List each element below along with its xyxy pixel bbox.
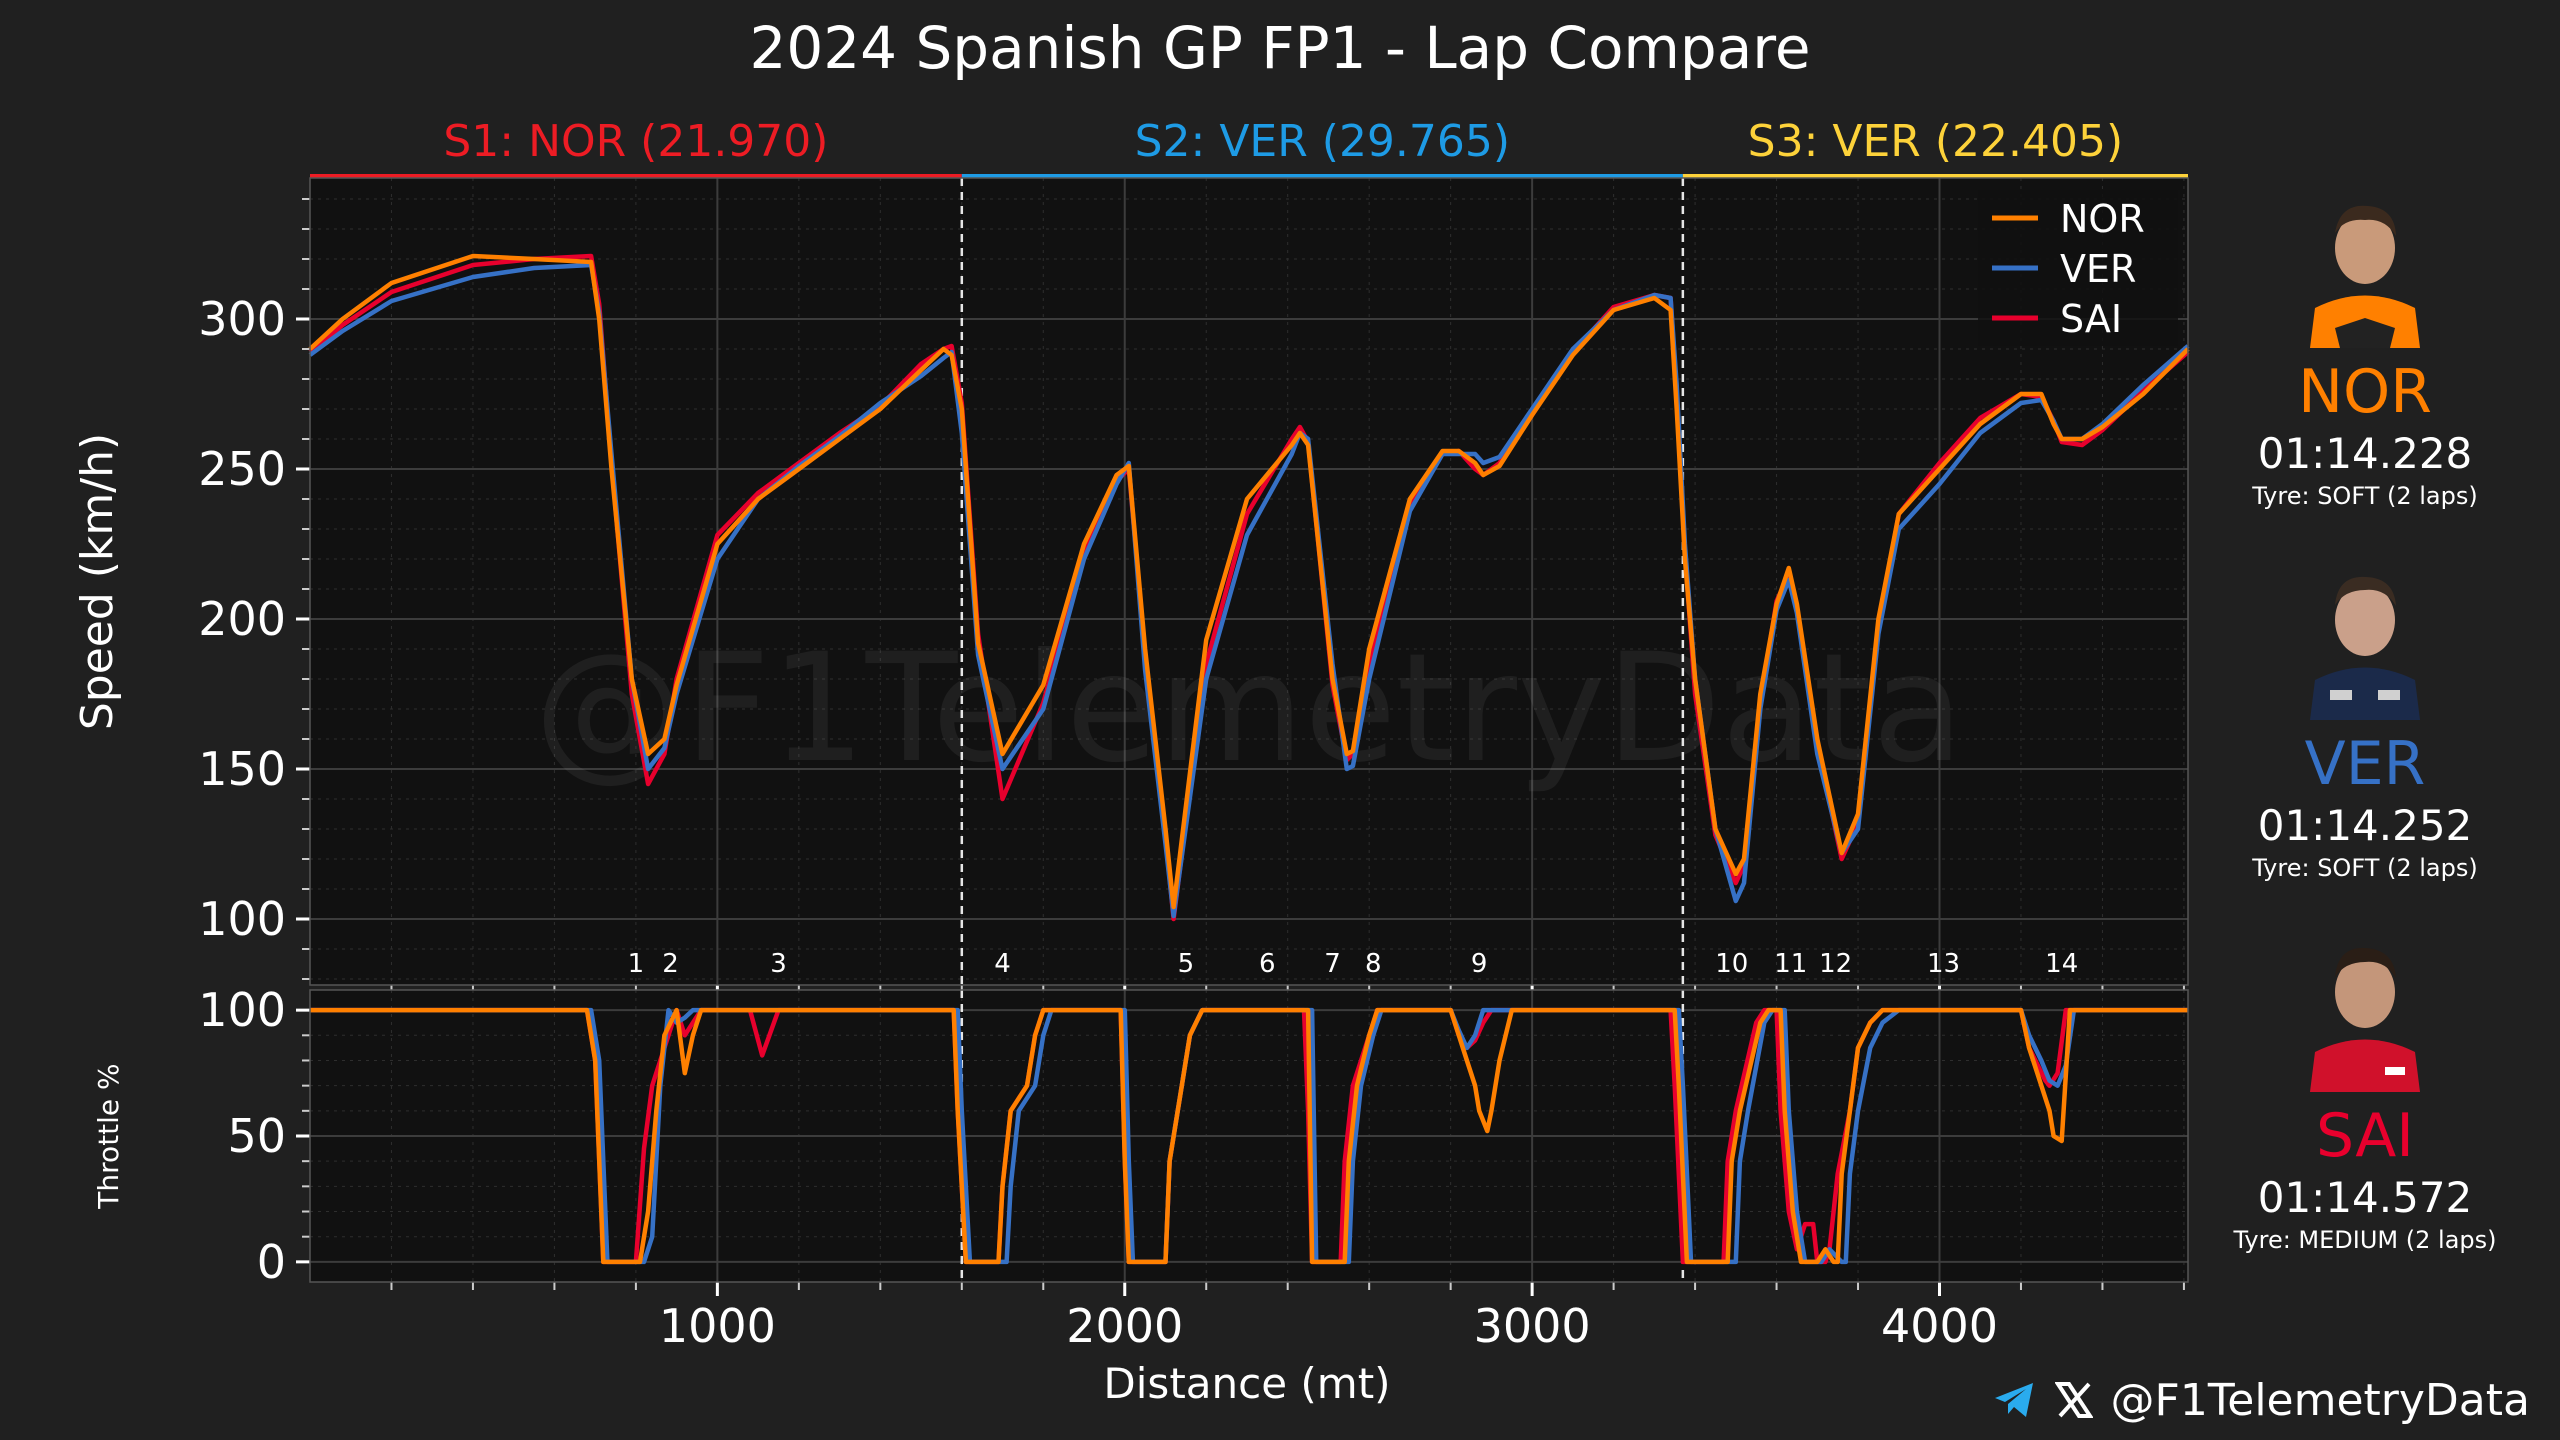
- x-axis-label: Distance (mt): [1103, 1359, 1390, 1408]
- x-icon: [2054, 1382, 2093, 1418]
- throttle-panel: 1000 2000 3000 4000 0 50 100 Throttle %: [92, 983, 2189, 1353]
- sector-label-1: S1: NOR (21.970): [443, 116, 828, 167]
- speed-y-tick-label: 200: [198, 592, 286, 646]
- speed-series-nor: [308, 253, 2190, 910]
- corner-label-10: 10: [1715, 949, 1748, 979]
- throttle-series-nor: [310, 1007, 2188, 1265]
- lap-time-nor: 01:14.228: [2257, 429, 2473, 478]
- driver-card-ver: VER 01:14.252 Tyre: SOFT (2 laps): [2215, 550, 2515, 884]
- tyre-info-ver: Tyre: SOFT (2 laps): [2252, 854, 2478, 882]
- throttle-y-tick-label: 50: [227, 1109, 286, 1163]
- speed-plot-frame: [309, 177, 2189, 986]
- corner-label-9: 9: [1471, 949, 1488, 979]
- tyre-info-sai: Tyre: MEDIUM (2 laps): [2233, 1226, 2497, 1254]
- corner-label-1: 1: [628, 949, 645, 979]
- throttle-y-axis-label: Throttle %: [92, 1063, 125, 1209]
- corner-label-8: 8: [1365, 949, 1382, 979]
- throttle-y-tick-label: 0: [257, 1235, 286, 1289]
- x-tick-label: 2000: [1066, 1299, 1183, 1353]
- driver-photo-nor: [2310, 205, 2420, 348]
- x-tick-label: 4000: [1881, 1299, 1998, 1353]
- corner-label-5: 5: [1178, 949, 1195, 979]
- corner-label-11: 11: [1774, 949, 1807, 979]
- legend-label-sai: SAI: [2060, 297, 2122, 341]
- speed-y-axis-label: Speed (km/h): [72, 433, 123, 730]
- corner-label-7: 7: [1324, 949, 1341, 979]
- corner-label-12: 12: [1819, 949, 1852, 979]
- tyre-info-nor: Tyre: SOFT (2 laps): [2252, 482, 2478, 510]
- sector-label-3: S3: VER (22.405): [1748, 116, 2123, 167]
- throttle-y-tick-label: 100: [198, 983, 286, 1037]
- credit-handle: @F1TelemetryData: [2110, 1374, 2530, 1426]
- chart-title: 2024 Spanish GP FP1 - Lap Compare: [749, 14, 1810, 82]
- corner-label-14: 14: [2045, 949, 2078, 979]
- driver-card-nor: NOR 01:14.228 Tyre: SOFT (2 laps): [2215, 178, 2515, 512]
- driver-photo-sai: [2310, 947, 2420, 1092]
- speed-y-tick-label: 250: [198, 442, 286, 496]
- speed-y-tick-label: 150: [198, 742, 286, 796]
- driver-card-sai: SAI 01:14.572 Tyre: MEDIUM (2 laps): [2215, 922, 2515, 1256]
- speed-y-tick-label: 100: [198, 892, 286, 946]
- sector-label-2: S2: VER (29.765): [1135, 116, 1510, 167]
- x-tick-label: 3000: [1474, 1299, 1591, 1353]
- driver-photo-ver: [2310, 576, 2420, 720]
- corner-label-13: 13: [1927, 949, 1960, 979]
- speed-plot-area: [310, 178, 2188, 985]
- x-tick-label: 1000: [659, 1299, 776, 1353]
- driver-code-ver: VER: [2304, 729, 2426, 799]
- legend-label-ver: VER: [2060, 247, 2136, 291]
- driver-code-sai: SAI: [2316, 1101, 2414, 1171]
- corner-label-6: 6: [1259, 949, 1276, 979]
- corner-label-2: 2: [662, 949, 679, 979]
- credit-footer: @F1TelemetryData: [1993, 1372, 2530, 1428]
- lap-time-sai: 01:14.572: [2257, 1173, 2473, 1222]
- corner-label-3: 3: [770, 949, 787, 979]
- throttle-plot-frame: [309, 989, 2189, 1283]
- driver-code-nor: NOR: [2298, 357, 2432, 427]
- speed-y-tick-label: 300: [198, 292, 286, 346]
- lap-time-ver: 01:14.252: [2257, 801, 2473, 850]
- speed-panel: 100 150 200 250 300 @F1TelemetryData 1 2 3 4 5 6 7 8 9…: [72, 177, 2190, 999]
- watermark: @F1TelemetryData: [534, 622, 1964, 796]
- speed-series-ver: [308, 262, 2190, 919]
- telegram-icon: [1994, 1383, 2033, 1417]
- legend-label-nor: NOR: [2060, 197, 2145, 241]
- sector-header: S1: NOR (21.970) S2: VER (29.765) S3: VER …: [310, 116, 2188, 186]
- corner-label-4: 4: [994, 949, 1011, 979]
